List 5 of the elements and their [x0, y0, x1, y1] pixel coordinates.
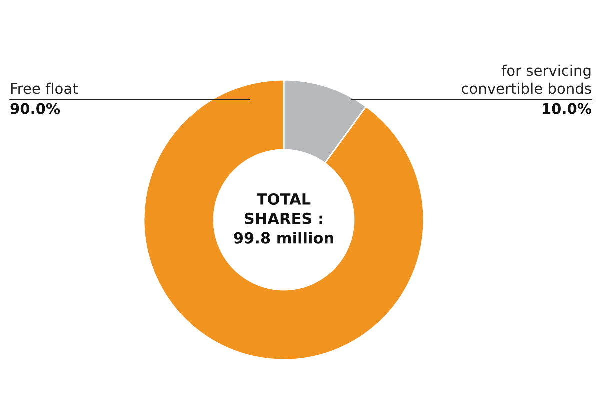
- data-label: 10.0%: [543, 103, 592, 114]
- text: TOTAL SHARES : 99.8 million: [234, 193, 334, 244]
- data-label: 90.0%: [10, 103, 60, 114]
- slice-label: for servicing convertible bonds: [462, 64, 592, 94]
- slice-label: Free float: [11, 82, 78, 94]
